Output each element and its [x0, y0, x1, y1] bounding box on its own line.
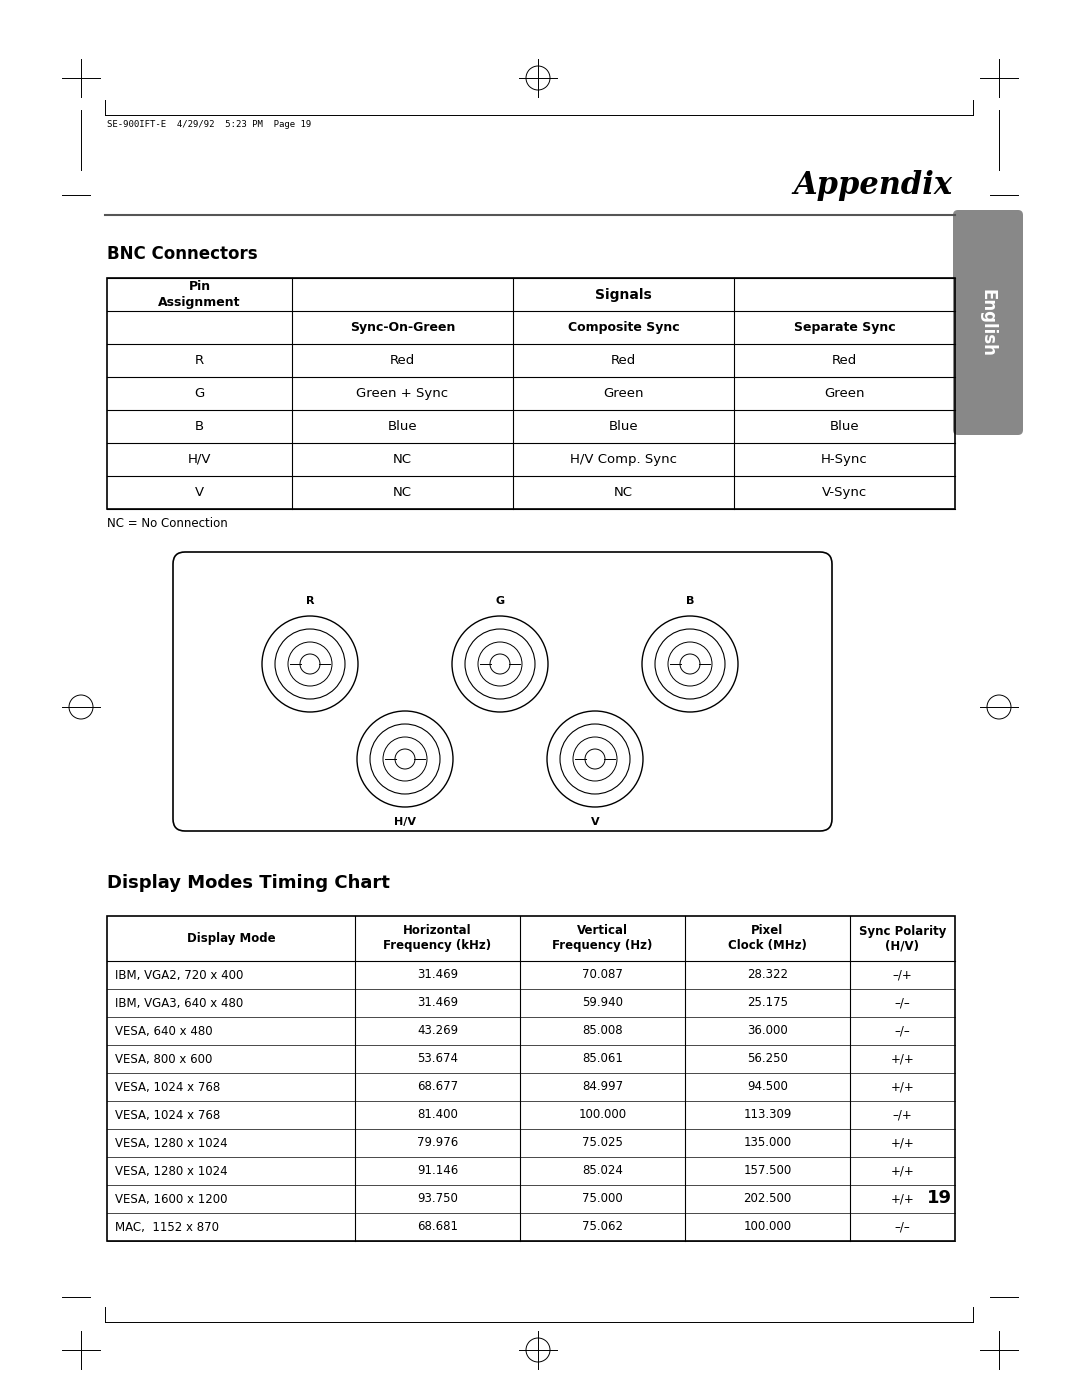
- Text: VESA, 1600 x 1200: VESA, 1600 x 1200: [114, 1193, 228, 1206]
- Text: –/–: –/–: [894, 1024, 910, 1038]
- Text: 53.674: 53.674: [417, 1052, 458, 1066]
- Text: Pin
Assignment: Pin Assignment: [159, 279, 241, 309]
- Text: VESA, 1280 x 1024: VESA, 1280 x 1024: [114, 1137, 228, 1150]
- Text: –/–: –/–: [894, 996, 910, 1010]
- Text: BNC Connectors: BNC Connectors: [107, 244, 258, 263]
- Text: 100.000: 100.000: [743, 1221, 792, 1234]
- Text: 135.000: 135.000: [743, 1137, 792, 1150]
- Text: Blue: Blue: [829, 420, 860, 433]
- Text: Red: Red: [611, 353, 636, 367]
- Text: 79.976: 79.976: [417, 1137, 458, 1150]
- Text: 93.750: 93.750: [417, 1193, 458, 1206]
- Text: H-Sync: H-Sync: [821, 453, 868, 467]
- Text: Sync-On-Green: Sync-On-Green: [350, 321, 455, 334]
- Text: 91.146: 91.146: [417, 1165, 458, 1178]
- Text: Pixel
Clock (MHz): Pixel Clock (MHz): [728, 925, 807, 953]
- Text: Signals: Signals: [595, 288, 652, 302]
- Text: Red: Red: [390, 353, 415, 367]
- Text: SE-900IFT-E  4/29/92  5:23 PM  Page 19: SE-900IFT-E 4/29/92 5:23 PM Page 19: [107, 120, 311, 129]
- Text: B: B: [194, 420, 204, 433]
- Text: English: English: [978, 289, 997, 356]
- Text: Separate Sync: Separate Sync: [794, 321, 895, 334]
- Text: 36.000: 36.000: [747, 1024, 788, 1038]
- Text: 25.175: 25.175: [747, 996, 788, 1010]
- Text: 70.087: 70.087: [582, 968, 623, 982]
- Text: IBM, VGA2, 720 x 400: IBM, VGA2, 720 x 400: [114, 968, 243, 982]
- Text: NC: NC: [393, 453, 411, 467]
- Text: V: V: [591, 817, 599, 827]
- Text: +/+: +/+: [891, 1165, 915, 1178]
- Text: Display Modes Timing Chart: Display Modes Timing Chart: [107, 875, 390, 893]
- Text: MAC,  1152 x 870: MAC, 1152 x 870: [114, 1221, 219, 1234]
- Text: 85.008: 85.008: [582, 1024, 623, 1038]
- Text: Vertical
Frequency (Hz): Vertical Frequency (Hz): [552, 925, 652, 953]
- Text: VESA, 1024 x 768: VESA, 1024 x 768: [114, 1108, 220, 1122]
- Text: 85.024: 85.024: [582, 1165, 623, 1178]
- Text: G: G: [496, 597, 504, 606]
- FancyBboxPatch shape: [173, 552, 832, 831]
- Text: R: R: [306, 597, 314, 606]
- Text: 31.469: 31.469: [417, 968, 458, 982]
- Text: 94.500: 94.500: [747, 1080, 788, 1094]
- Text: Sync Polarity
(H/V): Sync Polarity (H/V): [859, 925, 946, 953]
- Text: 56.250: 56.250: [747, 1052, 788, 1066]
- Text: +/+: +/+: [891, 1052, 915, 1066]
- Text: +/+: +/+: [891, 1080, 915, 1094]
- Text: G: G: [194, 387, 204, 400]
- Text: VESA, 800 x 600: VESA, 800 x 600: [114, 1052, 213, 1066]
- Text: –/–: –/–: [894, 1221, 910, 1234]
- Text: NC = No Connection: NC = No Connection: [107, 517, 228, 529]
- Text: Green: Green: [604, 387, 644, 400]
- Text: 19: 19: [927, 1189, 951, 1207]
- Text: 75.025: 75.025: [582, 1137, 623, 1150]
- Text: 85.061: 85.061: [582, 1052, 623, 1066]
- Text: Display Mode: Display Mode: [187, 932, 275, 944]
- Text: 31.469: 31.469: [417, 996, 458, 1010]
- Bar: [107, 916, 955, 1241]
- Text: Appendix: Appendix: [793, 170, 951, 201]
- Text: NC: NC: [393, 486, 411, 499]
- Text: +/+: +/+: [891, 1137, 915, 1150]
- Text: VESA, 640 x 480: VESA, 640 x 480: [114, 1024, 213, 1038]
- Text: V: V: [194, 486, 204, 499]
- Text: Composite Sync: Composite Sync: [568, 321, 679, 334]
- Text: VESA, 1024 x 768: VESA, 1024 x 768: [114, 1080, 220, 1094]
- Text: V-Sync: V-Sync: [822, 486, 867, 499]
- Text: +/+: +/+: [891, 1193, 915, 1206]
- Text: Horizontal
Frequency (kHz): Horizontal Frequency (kHz): [383, 925, 491, 953]
- Text: –/+: –/+: [893, 968, 913, 982]
- Text: H/V Comp. Sync: H/V Comp. Sync: [570, 453, 677, 467]
- Text: IBM, VGA3, 640 x 480: IBM, VGA3, 640 x 480: [114, 996, 243, 1010]
- Text: 100.000: 100.000: [579, 1108, 626, 1122]
- Text: 202.500: 202.500: [743, 1193, 792, 1206]
- Text: 75.062: 75.062: [582, 1221, 623, 1234]
- FancyBboxPatch shape: [953, 210, 1023, 434]
- Text: 75.000: 75.000: [582, 1193, 623, 1206]
- Text: 84.997: 84.997: [582, 1080, 623, 1094]
- Text: H/V: H/V: [394, 817, 416, 827]
- Bar: [107, 278, 955, 509]
- Text: 157.500: 157.500: [743, 1165, 792, 1178]
- Text: H/V: H/V: [188, 453, 212, 467]
- Text: Blue: Blue: [609, 420, 638, 433]
- Text: VESA, 1280 x 1024: VESA, 1280 x 1024: [114, 1165, 228, 1178]
- Text: NC: NC: [615, 486, 633, 499]
- Text: –/+: –/+: [893, 1108, 913, 1122]
- Text: 68.677: 68.677: [417, 1080, 458, 1094]
- Text: B: B: [686, 597, 694, 606]
- Text: Red: Red: [832, 353, 858, 367]
- Text: Blue: Blue: [388, 420, 417, 433]
- Text: 81.400: 81.400: [417, 1108, 458, 1122]
- Text: 43.269: 43.269: [417, 1024, 458, 1038]
- Text: Green + Sync: Green + Sync: [356, 387, 448, 400]
- Text: 28.322: 28.322: [747, 968, 788, 982]
- Text: R: R: [194, 353, 204, 367]
- Text: 68.681: 68.681: [417, 1221, 458, 1234]
- Text: Green: Green: [824, 387, 865, 400]
- Text: 113.309: 113.309: [743, 1108, 792, 1122]
- Text: 59.940: 59.940: [582, 996, 623, 1010]
